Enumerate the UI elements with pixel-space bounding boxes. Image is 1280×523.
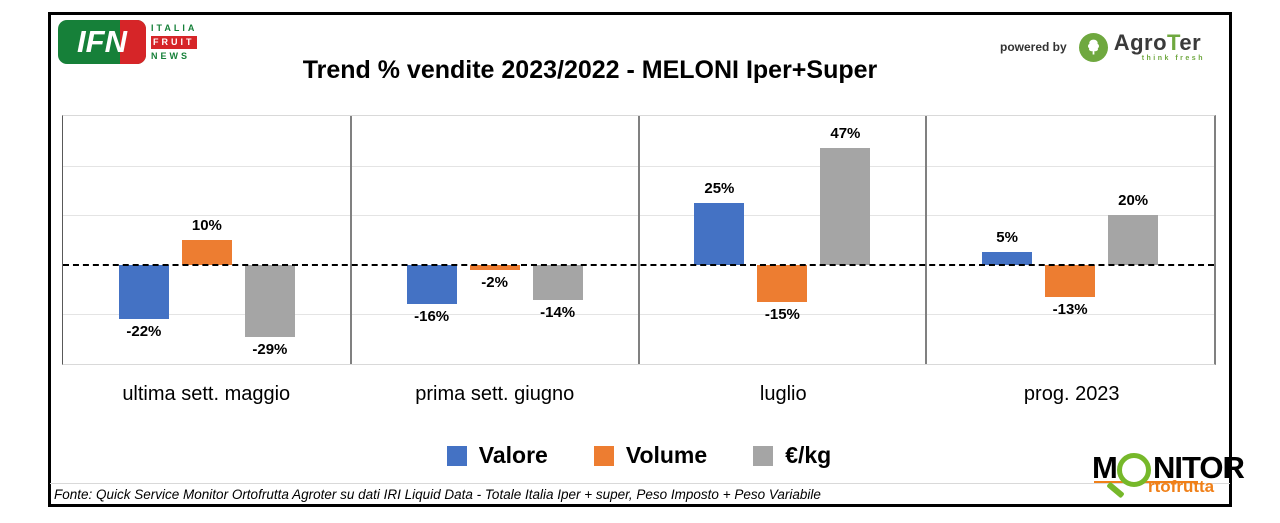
legend-swatch-icon (593, 445, 614, 466)
panel-divider (925, 116, 928, 364)
category-label: prog. 2023 (1023, 383, 1120, 405)
legend-label: €/kg (785, 442, 832, 468)
agroter-logo: AgroTer think fresh (1078, 32, 1205, 63)
bar-Valore-ultima sett. maggio (118, 264, 169, 320)
ifn-logo: IFN ITALIA FRUIT NEWS (58, 20, 197, 64)
source-note: Fonte: Quick Service Monitor Ortofrutta … (54, 487, 821, 502)
bar-€/kg-prima sett. giugno (532, 264, 583, 300)
legend-item-€/kg: €/kg (753, 442, 831, 469)
panel-divider (637, 116, 640, 364)
ifn-line-italia: ITALIA (151, 22, 198, 33)
bar-Volume-prog. 2023 (1045, 264, 1096, 298)
legend-label: Volume (625, 442, 708, 468)
zero-line (63, 263, 1214, 266)
bar-Valore-prog. 2023 (982, 252, 1033, 265)
ifn-wordmark: ITALIA FRUIT NEWS (151, 23, 197, 62)
bar-€/kg-ultima sett. maggio (244, 264, 295, 337)
outer-frame (48, 12, 1232, 507)
agroter-name: AgroTer (1114, 32, 1205, 54)
category-axis: ultima sett. maggio prima sett. giugno lug… (62, 383, 1216, 406)
bar-value-label: -14% (540, 303, 576, 321)
bar-Volume-prima sett. giugno (469, 264, 520, 270)
agroter-name-post: er (1179, 30, 1202, 55)
footer-divider (50, 483, 1230, 484)
agroter-wordmark: AgroTer think fresh (1114, 32, 1205, 63)
bar-Volume-ultima sett. maggio (181, 240, 232, 265)
legend-label: Valore (478, 442, 548, 468)
legend-item-Volume: Volume (593, 442, 708, 469)
category-label: prima sett. giugno (415, 383, 575, 405)
legend-item-Valore: Valore (446, 442, 548, 469)
bar-€/kg-prog. 2023 (1108, 215, 1159, 265)
ifn-abbr-text: IFN (77, 24, 127, 59)
ifn-line-fruit: FRUIT (151, 35, 197, 49)
bar-value-label: -13% (1052, 301, 1088, 319)
bar-Volume-luglio (757, 264, 808, 302)
bar-value-label: 5% (996, 229, 1018, 247)
category-label: luglio (759, 383, 807, 405)
bar-value-label: 25% (704, 179, 735, 197)
powered-by-label: powered by (1000, 40, 1067, 54)
bar-value-label: -22% (126, 323, 162, 341)
bar-value-label: 10% (191, 217, 222, 234)
plot-area: -22% 10% -29% -16% -2% -14% 25% -15% 47% 5% -13% 20… (62, 115, 1216, 365)
bar-value-label: -16% (414, 308, 450, 326)
agroter-name-t: T (1167, 30, 1180, 55)
bar-value-label: -2% (481, 273, 508, 291)
agroter-name-pre: Agro (1113, 30, 1168, 55)
bar-value-label: 47% (830, 125, 861, 143)
monitor-ortofrutta-logo: rtofrutta M NITOR (1092, 450, 1245, 504)
bar-value-label: -15% (764, 306, 800, 323)
monitor-m-text: M (1092, 450, 1118, 485)
category-label: ultima sett. maggio (122, 383, 291, 405)
chart-title: Trend % vendite 2023/2022 - MELONI Iper+… (302, 56, 878, 84)
bar-value-label: -29% (252, 340, 288, 358)
bar-Valore-luglio (694, 202, 745, 265)
powered-by-block: powered by AgroTer think fresh (1000, 32, 1205, 63)
ifn-line-news: NEWS (151, 50, 190, 61)
bar-Valore-prima sett. giugno (406, 264, 457, 305)
agroter-tagline: think fresh (1141, 55, 1205, 62)
panel-divider (349, 116, 352, 364)
legend-swatch-icon (753, 445, 774, 466)
bar-€/kg-luglio (820, 148, 871, 265)
legend: Valore Volume €/kg (62, 442, 1216, 469)
bar-value-label: 20% (1118, 192, 1149, 210)
monitor-nitor-text: NITOR (1153, 450, 1245, 485)
legend-swatch-icon (446, 445, 467, 466)
tree-icon (1078, 32, 1108, 62)
monitor-orange-underline (1094, 481, 1198, 484)
magnifier-icon (1117, 453, 1151, 487)
ifn-badge-red-stripe (120, 20, 146, 64)
ifn-badge: IFN (58, 20, 146, 64)
monitor-sub-text: rtofrutta (1148, 477, 1215, 496)
